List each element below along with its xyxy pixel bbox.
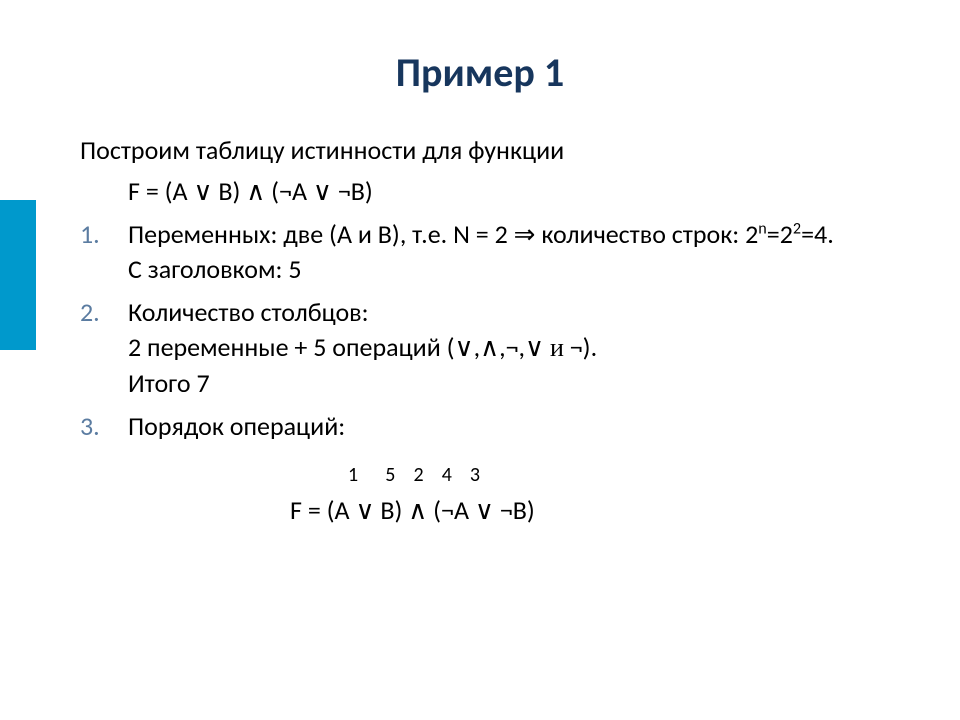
operation-order-formula: F = (А ∨ В) ∧ (¬A ∨ ¬B) bbox=[290, 493, 880, 528]
slide-title: Пример 1 bbox=[80, 48, 880, 97]
numbered-list: 1. Переменных: две (А и В), т.е. N = 2 ⇒… bbox=[80, 217, 880, 444]
list-body: Порядок операций: bbox=[128, 409, 880, 444]
intro-formula: F = (А ∨ В) ∧ (¬A ∨ ¬B) bbox=[80, 174, 880, 209]
operation-order-numbers: 1 5 2 4 3 bbox=[290, 462, 880, 489]
list-body: Количество столбцов: 2 переменные + 5 оп… bbox=[128, 295, 880, 400]
list-body: Переменных: две (А и В), т.е. N = 2 ⇒ ко… bbox=[128, 217, 880, 287]
list-number: 2. bbox=[80, 295, 128, 400]
slide-content: Пример 1 Построим таблицу истинности для… bbox=[0, 0, 960, 568]
accent-bar bbox=[0, 200, 36, 350]
list-item-3: 3. Порядок операций: bbox=[80, 409, 880, 444]
slide-body: Построим таблицу истинности для функции … bbox=[80, 133, 880, 528]
list-item-1: 1. Переменных: две (А и В), т.е. N = 2 ⇒… bbox=[80, 217, 880, 287]
intro-text: Построим таблицу истинности для функции bbox=[80, 133, 880, 168]
list-number: 1. bbox=[80, 217, 128, 287]
operation-order: 1 5 2 4 3 F = (А ∨ В) ∧ (¬A ∨ ¬B) bbox=[80, 462, 880, 528]
list-item-2: 2. Количество столбцов: 2 переменные + 5… bbox=[80, 295, 880, 400]
list-number: 3. bbox=[80, 409, 128, 444]
